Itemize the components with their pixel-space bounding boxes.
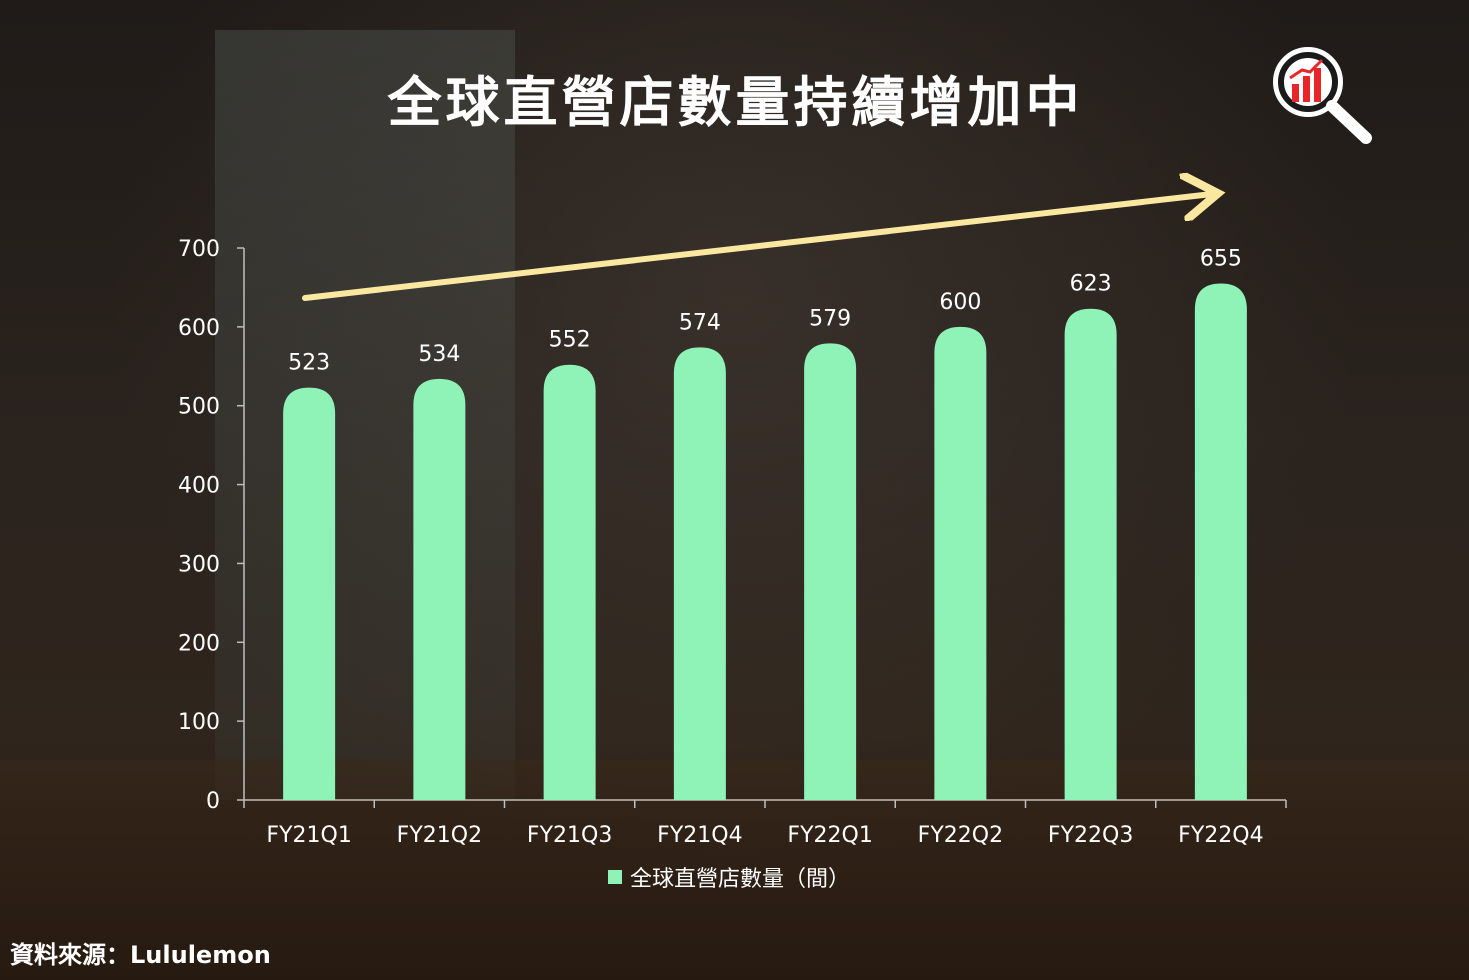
- bar: [413, 378, 466, 800]
- x-tick-label: FY21Q2: [397, 823, 482, 848]
- data-label: 523: [288, 351, 330, 376]
- x-tick-label: FY22Q4: [1178, 823, 1263, 848]
- x-tick-label: FY22Q1: [787, 823, 872, 848]
- data-label: 534: [418, 342, 460, 367]
- legend: 全球直營店數量（間）: [608, 862, 850, 892]
- source-note: 資料來源：Lululemon: [10, 941, 271, 969]
- data-label: 623: [1070, 272, 1112, 297]
- x-tick-label: FY21Q1: [266, 823, 351, 848]
- bar: [934, 326, 987, 800]
- bar: [673, 347, 726, 800]
- bar: [283, 387, 336, 800]
- trend-arrow: [302, 194, 1212, 301]
- legend-swatch: [608, 870, 622, 884]
- data-label: 574: [679, 310, 721, 335]
- y-tick-label: 700: [178, 237, 220, 262]
- y-axis: 0 100 200 300 400 500 600 700: [178, 237, 245, 814]
- legend-label: 全球直營店數量（間）: [630, 867, 851, 892]
- data-label: 552: [549, 328, 591, 353]
- bar: [804, 343, 857, 800]
- y-tick-label: 500: [178, 395, 220, 420]
- y-tick-label: 0: [206, 789, 220, 814]
- data-labels: 523 534 552 574 579 600 623 655: [288, 246, 1242, 375]
- y-tick-label: 300: [178, 552, 220, 577]
- y-tick-label: 400: [178, 474, 220, 499]
- bar: [1194, 283, 1247, 800]
- data-label: 600: [939, 290, 981, 315]
- bar: [1064, 308, 1117, 800]
- y-tick-label: 200: [178, 631, 220, 656]
- x-tick-label: FY21Q4: [657, 823, 742, 848]
- y-tick-label: 600: [178, 316, 220, 341]
- bars: [283, 283, 1247, 800]
- data-label: 655: [1200, 246, 1242, 271]
- magnifier-chart-icon: [1273, 47, 1372, 144]
- y-tick-label: 100: [178, 710, 220, 735]
- data-label: 579: [809, 306, 851, 331]
- x-tick-label: FY22Q3: [1048, 823, 1133, 848]
- x-tick-label: FY22Q2: [918, 823, 1003, 848]
- bar: [543, 364, 596, 800]
- chart-title: 全球直營店數量持續增加中: [387, 71, 1084, 134]
- x-axis: FY21Q1 FY21Q2 FY21Q3 FY21Q4 FY22Q1 FY22Q2 FY22…: [243, 799, 1287, 848]
- x-tick-label: FY21Q3: [527, 823, 612, 848]
